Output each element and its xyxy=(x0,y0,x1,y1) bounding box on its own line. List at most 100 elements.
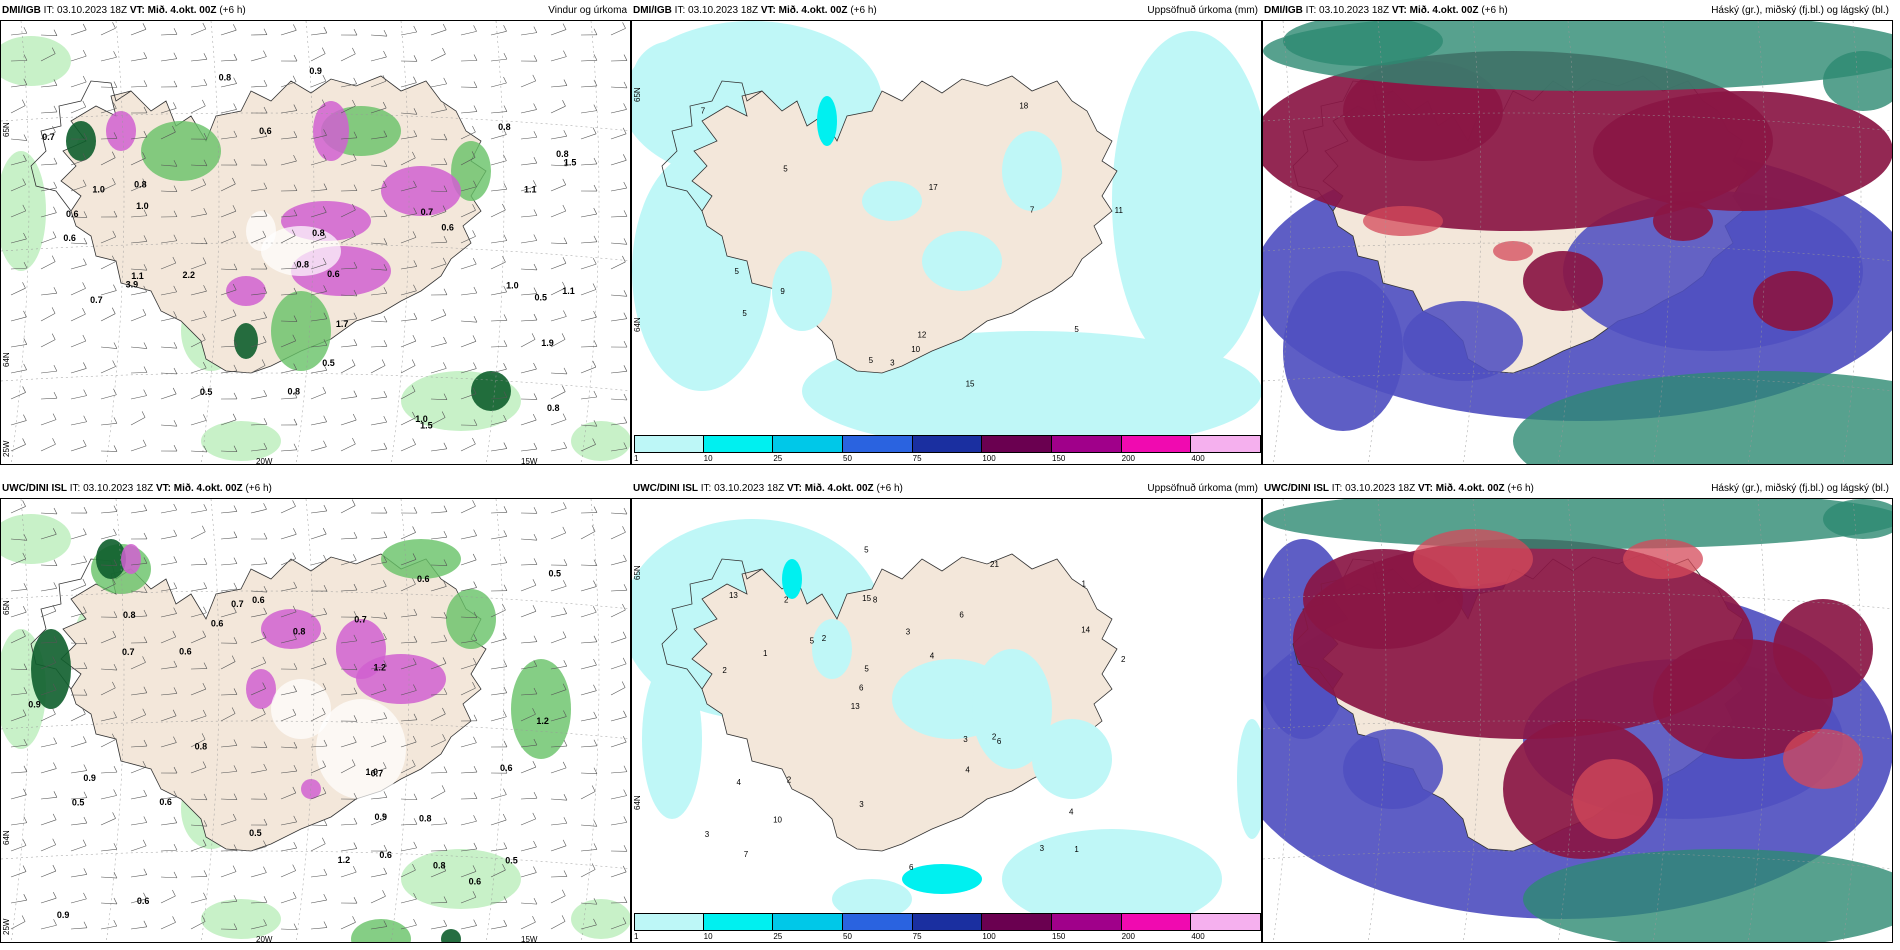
wind-barb-flag xyxy=(53,365,58,372)
wind-barb-flag xyxy=(412,735,417,743)
wind-barb-flag xyxy=(323,554,327,562)
wind-barb-flag xyxy=(293,741,298,749)
wind-barb xyxy=(10,715,27,722)
wind-barb xyxy=(190,767,207,774)
wind-barb xyxy=(10,138,27,141)
wind-barb xyxy=(610,589,627,592)
precip-accum-value: 1 xyxy=(1081,579,1086,588)
wind-barb-flag xyxy=(533,263,538,271)
wind-barb-flag xyxy=(292,334,297,341)
panel-accum-precip-dmi: DMI/IGB IT: 03.10.2023 18Z VT: Mið. 4.ok… xyxy=(631,0,1262,465)
wind-barb-flag xyxy=(53,79,58,86)
wind-barb xyxy=(520,368,537,374)
wind-barb-flag xyxy=(23,534,28,541)
wind-barb-flag xyxy=(591,525,596,532)
wind-barb-flag xyxy=(23,310,27,318)
wind-barb xyxy=(580,564,597,566)
wind-barb xyxy=(70,534,87,540)
wind-barb-flag xyxy=(113,445,118,452)
wind-barb xyxy=(340,318,357,322)
precip-accum-area xyxy=(862,181,922,221)
precip-accum-value: 7 xyxy=(744,850,749,859)
wind-barb-flag xyxy=(293,633,297,640)
wind-barb xyxy=(610,663,627,670)
precip-accum-value: 3 xyxy=(859,800,864,809)
wind-barb-flag xyxy=(443,133,448,141)
wind-barb xyxy=(580,213,597,218)
wind-barb-flag xyxy=(143,686,148,693)
wind-barb-flag xyxy=(142,708,147,715)
wind-barb xyxy=(190,612,207,618)
precip-value-label: 0.6 xyxy=(211,619,224,629)
wind-barb-flag xyxy=(473,362,477,369)
wind-barb xyxy=(160,108,177,114)
wind-barb-flag xyxy=(232,309,237,316)
colorbar-tick-label: 150 xyxy=(1052,932,1066,941)
meridian-line xyxy=(201,21,220,464)
wind-barb xyxy=(10,392,26,400)
wind-barb-flag xyxy=(203,79,208,86)
wind-barb-flag xyxy=(262,682,266,689)
wind-barb xyxy=(430,739,446,748)
wind-barb xyxy=(100,668,117,671)
wind-barb xyxy=(10,794,27,800)
wind-barb-flag xyxy=(82,707,86,715)
wind-barb-flag xyxy=(533,55,538,62)
wind-barb-flag xyxy=(22,204,27,212)
wind-barb xyxy=(310,874,327,878)
wind-barb xyxy=(220,210,237,218)
wind-barb-flag xyxy=(503,442,508,449)
wind-barb xyxy=(550,164,567,167)
wind-barb-flag xyxy=(113,132,118,139)
wind-barb xyxy=(10,32,27,36)
wind-barb-flag xyxy=(443,336,447,344)
wind-barb xyxy=(430,368,447,374)
wind-barb-flag xyxy=(383,30,388,37)
wind-barb-flag xyxy=(472,865,477,872)
wind-barb-flag xyxy=(473,105,478,112)
wind-barb xyxy=(40,662,56,670)
wind-barb xyxy=(280,558,296,566)
parallel-line xyxy=(1,372,630,392)
wind-barb-flag xyxy=(593,207,597,215)
wind-barb xyxy=(340,267,357,270)
wind-barb-flag xyxy=(202,362,207,369)
precip-value-label: 1.1 xyxy=(562,286,575,296)
wind-barb xyxy=(130,563,147,566)
wind-barb xyxy=(550,613,567,618)
wind-barb-flag xyxy=(233,364,238,372)
wind-barb xyxy=(100,876,117,879)
precip-accum-value: 3 xyxy=(906,627,911,636)
wind-barb xyxy=(10,506,26,514)
wind-barb-flag xyxy=(351,499,356,506)
wind-barb-flag xyxy=(261,359,266,366)
precip-accum-area-moderate xyxy=(817,96,837,146)
wind-barb-flag xyxy=(293,443,298,450)
valid-time-label: VT: xyxy=(1391,5,1407,16)
wind-barb xyxy=(130,615,147,618)
wind-barb xyxy=(280,870,296,878)
wind-barb xyxy=(460,341,477,348)
wind-barb-flag xyxy=(21,99,26,106)
wind-barb xyxy=(490,134,507,140)
parallel-line xyxy=(1263,112,1892,132)
model-name: DMI/IGB xyxy=(2,5,41,16)
cloud-overlap-area xyxy=(1413,529,1533,589)
wind-barb xyxy=(580,133,597,140)
wind-barb-flag xyxy=(561,385,566,392)
wind-barb-flag xyxy=(323,154,327,161)
wind-barb-flag xyxy=(202,22,207,30)
wind-barb xyxy=(580,289,597,296)
wind-barb-flag xyxy=(443,505,448,512)
mid-cloud-area xyxy=(1773,599,1873,699)
precip-accum-area xyxy=(812,619,852,679)
colorbar-tick-label: 1 xyxy=(634,932,639,941)
wind-barb-flag xyxy=(233,158,238,166)
precip-area-heavy xyxy=(441,929,461,942)
wind-barb-flag xyxy=(172,916,176,923)
wind-barb xyxy=(520,902,537,905)
parallel-line xyxy=(1263,850,1892,870)
wind-barb xyxy=(460,236,476,244)
wind-barb-flag xyxy=(52,813,57,820)
wind-barb xyxy=(430,164,447,166)
